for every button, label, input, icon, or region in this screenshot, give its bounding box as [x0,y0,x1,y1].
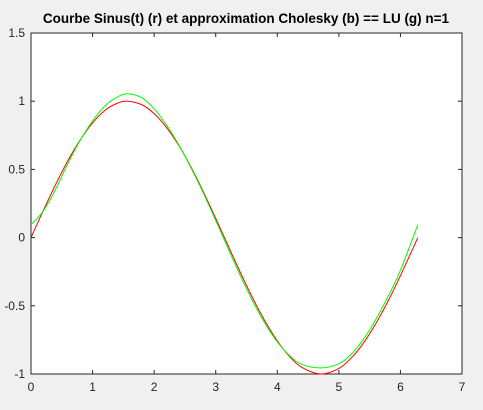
series-line-0 [30,100,419,375]
x-tick-label: 4 [274,380,281,394]
x-tick-label: 2 [151,380,158,394]
ticks-layer: 0 1 2 3 4 5 6 7 -1 -0.5 0 0.5 1 1.5 [4,26,465,394]
y-tick-label: 1.5 [8,26,25,40]
axes-box [30,32,463,375]
x-tick-label: 5 [336,380,343,394]
series-line-1 [30,93,419,369]
series-layer [30,93,419,375]
x-tick-label: 3 [212,380,219,394]
y-tick-label: 1 [18,94,25,108]
y-tick-label: 0 [18,231,25,245]
x-tick-label: 1 [89,380,96,394]
x-tick-label: 7 [459,380,466,394]
chart-title: Courbe Sinus(t) (r) et approximation Cho… [43,11,450,26]
y-tick-label: -0.5 [4,299,25,313]
y-tick-label: 0.5 [8,162,25,176]
y-tick-label: -1 [14,367,25,381]
x-tick-label: 6 [397,380,404,394]
x-tick-label: 0 [28,380,35,394]
